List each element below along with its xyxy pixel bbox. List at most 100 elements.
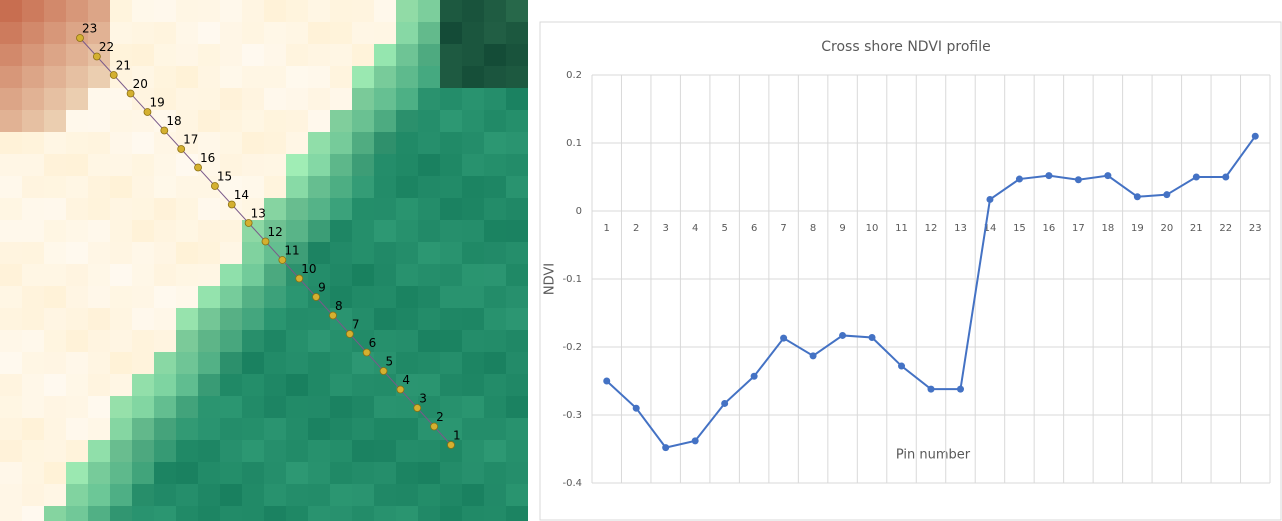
map-cell bbox=[44, 264, 66, 286]
map-pin bbox=[77, 35, 84, 42]
map-cell bbox=[330, 352, 352, 374]
map-cell bbox=[132, 462, 154, 484]
map-cell bbox=[198, 110, 220, 132]
map-cell bbox=[44, 484, 66, 506]
map-pin bbox=[93, 53, 100, 60]
map-cell bbox=[330, 462, 352, 484]
x-tick-label: 20 bbox=[1160, 223, 1173, 234]
map-cell bbox=[352, 462, 374, 484]
map-cell bbox=[484, 462, 506, 484]
map-cell bbox=[396, 88, 418, 110]
map-cell bbox=[440, 44, 462, 66]
map-cell bbox=[132, 330, 154, 352]
map-cell bbox=[440, 198, 462, 220]
map-cell bbox=[308, 198, 330, 220]
map-cell bbox=[462, 396, 484, 418]
map-cell bbox=[264, 484, 286, 506]
data-point bbox=[1222, 174, 1229, 181]
map-cell bbox=[66, 462, 88, 484]
map-cell bbox=[352, 242, 374, 264]
map-cell bbox=[506, 352, 528, 374]
map-cell bbox=[462, 374, 484, 396]
map-cell bbox=[506, 220, 528, 242]
map-cell bbox=[418, 330, 440, 352]
pin-label: 9 bbox=[318, 281, 326, 295]
map-cell bbox=[264, 462, 286, 484]
map-cell bbox=[308, 154, 330, 176]
map-cell bbox=[154, 330, 176, 352]
x-tick-label: 15 bbox=[1013, 223, 1026, 234]
map-cell bbox=[0, 286, 22, 308]
map-cell bbox=[110, 154, 132, 176]
map-cell bbox=[66, 220, 88, 242]
map-cell bbox=[484, 484, 506, 506]
map-cell bbox=[286, 286, 308, 308]
map-cell bbox=[198, 462, 220, 484]
map-cell bbox=[198, 374, 220, 396]
map-cell bbox=[352, 264, 374, 286]
y-tick-label: -0.2 bbox=[562, 342, 582, 353]
map-cell bbox=[220, 110, 242, 132]
map-cell bbox=[0, 396, 22, 418]
data-point bbox=[1104, 172, 1111, 179]
map-cell bbox=[22, 440, 44, 462]
map-cell bbox=[132, 418, 154, 440]
map-cell bbox=[132, 0, 154, 22]
map-cell bbox=[220, 418, 242, 440]
map-cell bbox=[440, 88, 462, 110]
map-cell bbox=[132, 154, 154, 176]
map-cell bbox=[440, 132, 462, 154]
map-cell bbox=[22, 462, 44, 484]
map-cell bbox=[418, 110, 440, 132]
map-cell bbox=[308, 176, 330, 198]
map: 1234567891011121314151617181920212223 bbox=[0, 0, 528, 521]
map-cell bbox=[374, 396, 396, 418]
map-cell bbox=[484, 0, 506, 22]
map-cell bbox=[0, 88, 22, 110]
map-cell bbox=[506, 66, 528, 88]
map-cell bbox=[132, 242, 154, 264]
map-cell bbox=[22, 22, 44, 44]
map-cell bbox=[374, 132, 396, 154]
map-cell bbox=[88, 220, 110, 242]
map-cell bbox=[440, 0, 462, 22]
map-cell bbox=[286, 220, 308, 242]
x-tick-label: 23 bbox=[1249, 223, 1262, 234]
map-cell bbox=[352, 0, 374, 22]
map-cell bbox=[440, 110, 462, 132]
map-cell bbox=[374, 484, 396, 506]
map-cell bbox=[176, 242, 198, 264]
map-cell bbox=[506, 88, 528, 110]
map-cell bbox=[242, 154, 264, 176]
pin-label: 8 bbox=[335, 299, 343, 313]
map-cell bbox=[374, 88, 396, 110]
map-cell bbox=[110, 286, 132, 308]
map-cell bbox=[286, 176, 308, 198]
map-cell bbox=[330, 396, 352, 418]
map-cell bbox=[484, 44, 506, 66]
data-point bbox=[986, 196, 993, 203]
map-cell bbox=[220, 462, 242, 484]
map-cell bbox=[154, 66, 176, 88]
map-cell bbox=[506, 0, 528, 22]
map-cell bbox=[440, 484, 462, 506]
y-tick-label: 0.1 bbox=[566, 138, 582, 149]
map-cell bbox=[374, 44, 396, 66]
map-cell bbox=[154, 220, 176, 242]
map-cell bbox=[0, 374, 22, 396]
map-cell bbox=[264, 44, 286, 66]
map-cell bbox=[176, 22, 198, 44]
map-cell bbox=[264, 198, 286, 220]
map-cell bbox=[352, 176, 374, 198]
map-cell bbox=[418, 88, 440, 110]
map-cell bbox=[418, 220, 440, 242]
map-cell bbox=[242, 440, 264, 462]
map-cell bbox=[198, 88, 220, 110]
map-cell bbox=[0, 308, 22, 330]
map-cell bbox=[440, 352, 462, 374]
map-cell bbox=[286, 198, 308, 220]
chart-title: Cross shore NDVI profile bbox=[821, 39, 990, 55]
map-cell bbox=[66, 132, 88, 154]
map-cell bbox=[154, 198, 176, 220]
map-cell bbox=[0, 132, 22, 154]
